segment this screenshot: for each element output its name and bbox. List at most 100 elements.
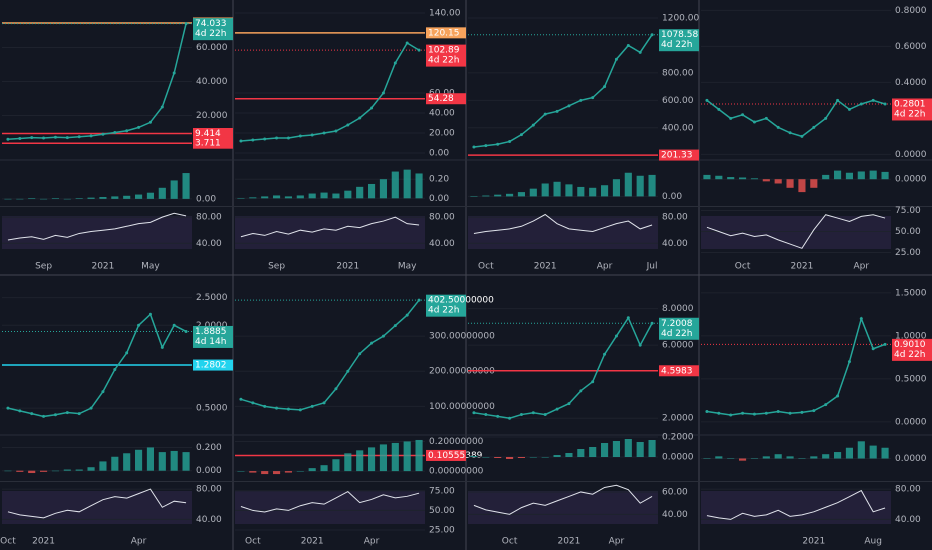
macd-bar [636,442,644,457]
y-tick-label: 0.0000 [895,454,927,464]
price-point [484,413,488,417]
price-point [148,120,152,124]
rsi-band [701,216,891,249]
price-point [405,41,409,45]
price-point [137,125,141,129]
price-point [89,406,93,410]
macd-bar [182,173,190,199]
countdown-label: 4d 14h [195,337,226,347]
y-tick-label: 0.20000000 [429,437,484,447]
rsi-band [468,491,658,524]
countdown-label: 4d 22h [661,40,692,50]
macd-bar [296,195,304,199]
macd-bar [577,186,585,197]
price-point [519,133,523,137]
price-point [6,406,10,410]
price-label: 7.2008 [661,319,693,329]
price-point [472,145,476,149]
macd-bar [739,177,747,180]
macd-bar [494,194,502,197]
price-point [77,412,81,416]
price-label-bg [659,317,699,340]
x-tick-label: 2021 [336,262,359,272]
y-tick-label: 0.00 [196,194,216,204]
price-point [30,136,34,140]
price-label-bg [659,29,699,52]
price-point [42,414,46,418]
macd-bar [612,179,620,197]
macd-bar [51,470,59,472]
y-tick-label: 2.0000 [196,321,228,331]
y-tick-label: 0.2000 [662,433,694,443]
y-tick-label: 6.0000 [662,341,694,351]
macd-bar [135,449,143,471]
y-tick-label: 0.0000 [895,417,927,427]
macd-bar [320,192,328,199]
x-tick-label: Apr [364,537,380,547]
macd-bar [332,459,340,472]
y-tick-label: 300.00000000 [429,332,495,342]
price-label: 1078.58 [661,30,698,40]
price-point [543,112,547,116]
price-point [788,131,792,135]
x-tick-label: 2021 [790,262,813,272]
price-label: 9.414 [195,129,221,139]
macd-bar [344,453,352,472]
price-point [519,413,523,417]
y-tick-label: 80.00 [196,485,222,495]
price-point [160,105,164,109]
y-tick-label: 1.0000 [895,331,927,341]
y-tick-label: 0.20 [429,175,449,185]
y-tick-label: 1200.00 [662,14,699,24]
y-tick-label: 50.00 [429,506,455,516]
y-tick-label: 0.200 [196,443,222,453]
price-point [417,298,421,302]
rsi-band [2,216,192,249]
price-point [42,136,46,140]
y-tick-label: 2.5000 [196,293,228,303]
macd-bar [379,444,387,472]
rsi-band [235,216,425,249]
price-line [473,34,653,148]
price-point [472,411,476,415]
macd-bar [470,196,478,197]
y-tick-label: 0.00 [662,192,682,202]
macd-bar [541,457,549,458]
countdown-label: 4d 22h [894,109,925,119]
price-line [7,23,187,141]
price-point [484,144,488,148]
price-point [101,390,105,394]
price-point [824,116,828,120]
macd-bar [601,443,609,457]
price-point [381,334,385,338]
price-point [579,98,583,102]
macd-bar [40,198,48,200]
macd-bar [344,190,352,199]
macd-bar [786,179,794,188]
price-point [334,387,338,391]
rsi-band [468,216,658,249]
price-point [531,411,535,415]
price-line [706,99,886,138]
price-point [871,347,875,351]
macd-bar [494,457,502,458]
price-label: 54.28 [428,94,454,104]
macd-bar [517,457,525,458]
macd-bar [881,171,889,180]
macd-bar [332,193,340,199]
macd-bar [123,195,131,199]
price-point [275,136,279,140]
price-point [381,91,385,95]
price-label-bg [659,149,699,161]
y-tick-label: 140.00 [429,9,461,19]
price-point [800,134,804,138]
macd-bar [28,198,36,199]
macd-bar [16,470,24,472]
macd-bar [237,471,245,472]
price-label-bg [426,27,466,39]
price-point [239,397,243,401]
macd-bar [146,447,154,471]
price-label: 1.8885 [195,327,227,337]
price-point [859,317,863,321]
y-tick-label: 0.000 [196,466,222,476]
